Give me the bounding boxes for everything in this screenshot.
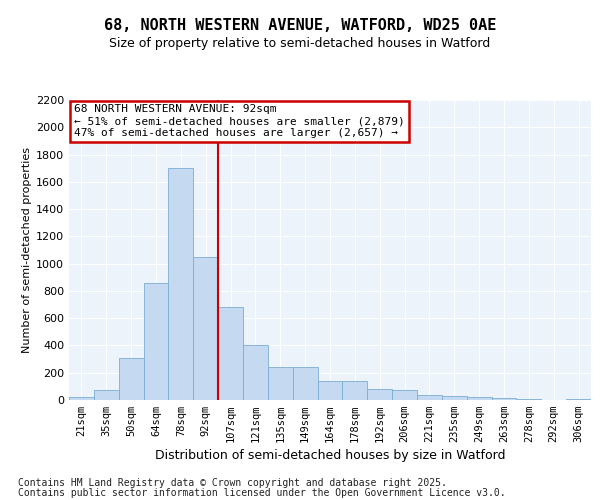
Bar xyxy=(517,399,541,400)
Bar xyxy=(293,366,317,400)
Bar xyxy=(218,308,243,400)
X-axis label: Distribution of semi-detached houses by size in Watford: Distribution of semi-detached houses by … xyxy=(155,450,505,462)
Bar xyxy=(317,381,343,400)
Bar xyxy=(367,389,392,400)
Bar xyxy=(566,398,591,400)
Bar xyxy=(193,257,218,400)
Bar xyxy=(417,394,442,400)
Bar xyxy=(491,398,517,400)
Text: Size of property relative to semi-detached houses in Watford: Size of property relative to semi-detach… xyxy=(109,38,491,51)
Bar xyxy=(143,282,169,400)
Bar xyxy=(69,398,94,400)
Text: Contains HM Land Registry data © Crown copyright and database right 2025.: Contains HM Land Registry data © Crown c… xyxy=(18,478,447,488)
Text: Contains public sector information licensed under the Open Government Licence v3: Contains public sector information licen… xyxy=(18,488,506,498)
Bar xyxy=(442,396,467,400)
Bar xyxy=(169,168,193,400)
Bar xyxy=(119,358,143,400)
Y-axis label: Number of semi-detached properties: Number of semi-detached properties xyxy=(22,147,32,353)
Bar xyxy=(94,390,119,400)
Bar xyxy=(243,346,268,400)
Bar xyxy=(343,381,367,400)
Text: 68 NORTH WESTERN AVENUE: 92sqm
← 51% of semi-detached houses are smaller (2,879): 68 NORTH WESTERN AVENUE: 92sqm ← 51% of … xyxy=(74,104,405,138)
Bar xyxy=(467,398,491,400)
Bar xyxy=(268,366,293,400)
Text: 68, NORTH WESTERN AVENUE, WATFORD, WD25 0AE: 68, NORTH WESTERN AVENUE, WATFORD, WD25 … xyxy=(104,18,496,32)
Bar xyxy=(392,390,417,400)
